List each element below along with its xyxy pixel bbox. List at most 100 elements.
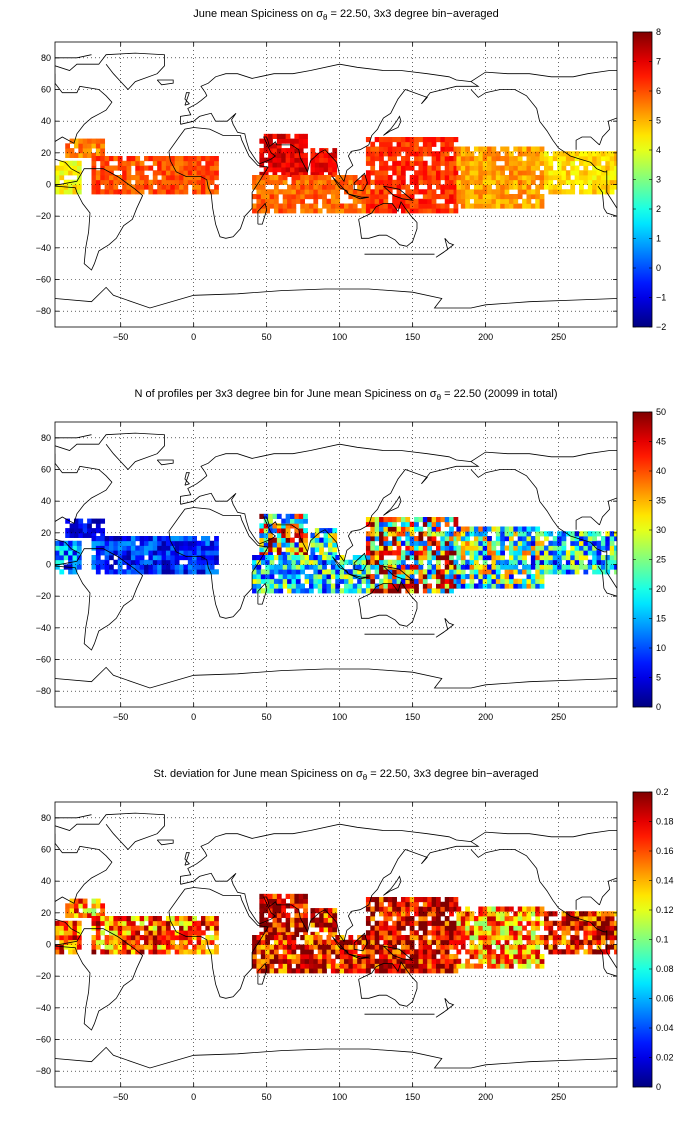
bin-cell (405, 968, 411, 974)
bin-cell (517, 203, 523, 209)
bin-cell (396, 588, 402, 594)
bin-cell (522, 564, 527, 570)
bin-cell (352, 564, 358, 570)
bin-cell (252, 564, 257, 570)
bin-cell (491, 911, 497, 917)
bin-cell (332, 922, 338, 928)
bin-cell (348, 194, 354, 200)
bin-cell (161, 184, 167, 190)
bin-cell (387, 930, 393, 936)
bin-cell (285, 893, 291, 899)
bin-cell (348, 949, 354, 955)
bin-cell (614, 920, 617, 926)
bin-cell (456, 156, 462, 162)
bin-cell (409, 545, 415, 551)
bin-cell (396, 198, 402, 204)
bin-cell (460, 175, 466, 181)
bin-cell (387, 521, 393, 527)
bin-cell (100, 559, 106, 565)
bin-cell (109, 935, 114, 941)
bin-cell (453, 165, 459, 171)
bin-cell (68, 920, 73, 926)
bin-cell (469, 963, 475, 969)
bin-cell (327, 922, 333, 928)
bin-cell (314, 152, 320, 158)
bin-cell (561, 935, 567, 941)
bin-cell (414, 184, 419, 190)
bin-cell (414, 559, 419, 565)
coastline (435, 618, 455, 638)
bin-cell (444, 160, 450, 166)
coastline (257, 582, 268, 605)
bin-cell (55, 949, 60, 955)
bin-cell (290, 931, 295, 937)
bin-cell (596, 175, 602, 181)
bin-cell (427, 930, 433, 936)
bin-cell (400, 925, 406, 931)
bin-cell (214, 555, 219, 561)
bin-cell (522, 175, 527, 181)
bin-cell (319, 167, 324, 173)
bin-cell (304, 954, 310, 960)
bin-cell (179, 564, 184, 570)
bin-cell (268, 927, 273, 933)
bin-cell (440, 170, 446, 176)
bin-cell (592, 151, 597, 157)
bin-cell (161, 550, 167, 556)
bin-cell (453, 175, 459, 181)
bin-cell (285, 133, 291, 139)
bin-cell (170, 939, 176, 945)
x-tick-label: 100 (332, 332, 347, 342)
bin-cell (570, 944, 576, 950)
bin-cell (152, 170, 158, 176)
bin-cell (579, 564, 584, 570)
bin-cell (609, 151, 615, 157)
bin-cell (170, 569, 176, 575)
bin-cell (323, 167, 329, 173)
bin-cell (130, 564, 136, 570)
bin-cell (291, 958, 297, 964)
bin-cell (478, 151, 484, 157)
bin-cell (295, 588, 301, 594)
bin-cell (504, 906, 510, 912)
bin-cell (456, 925, 462, 931)
bin-cell (469, 531, 475, 537)
bin-cell (396, 146, 402, 152)
coastline (536, 108, 607, 173)
bin-cell (205, 160, 211, 166)
bin-cell (365, 901, 371, 907)
bin-cell (113, 935, 119, 941)
bin-cell (323, 162, 329, 168)
bin-cell (269, 949, 275, 955)
bin-cell (392, 920, 397, 926)
bin-cell (517, 550, 523, 556)
x-tick-label: −50 (113, 1092, 128, 1102)
bin-cell (440, 160, 446, 166)
bin-cell (482, 935, 488, 941)
bin-cell (422, 901, 428, 907)
bin-cell (287, 968, 292, 974)
bin-cell (565, 175, 571, 181)
bin-cell (291, 179, 297, 185)
bin-cell (273, 179, 279, 185)
bin-cell (291, 198, 297, 204)
bin-cell (544, 911, 549, 917)
bin-cell (55, 545, 60, 551)
bin-cell (596, 569, 602, 575)
bin-cell (370, 963, 376, 969)
bin-cell (200, 536, 206, 542)
coastline (383, 565, 414, 581)
bin-cell (508, 916, 514, 922)
bin-cell (548, 175, 554, 181)
bin-cell (487, 526, 492, 532)
bin-cell (370, 550, 376, 556)
bin-cell (596, 550, 602, 556)
bin-cell (513, 925, 519, 931)
bin-cell (449, 901, 454, 907)
bin-cell (259, 532, 265, 538)
bin-cell (300, 588, 306, 594)
bin-cell (272, 133, 278, 139)
bin-cell (330, 184, 336, 190)
bin-cell (491, 526, 497, 532)
bin-cell (491, 555, 497, 561)
